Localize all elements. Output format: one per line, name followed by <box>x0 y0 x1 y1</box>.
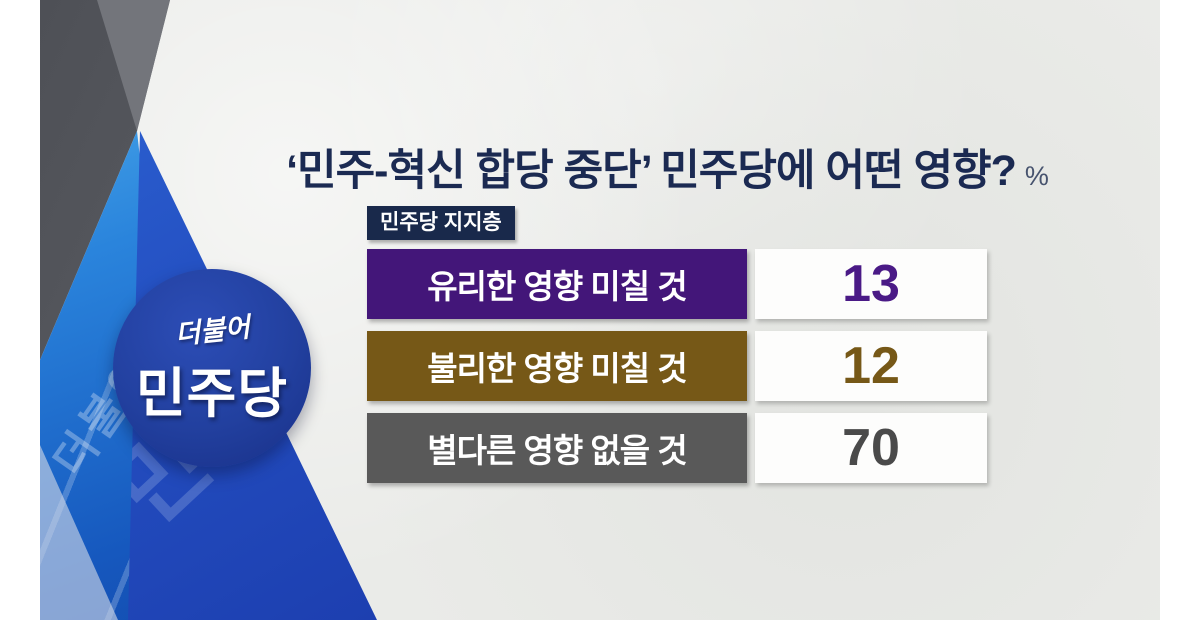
row-category: 불리한 영향 미칠 것 <box>367 331 747 401</box>
table-row: 불리한 영향 미칠 것 12 <box>367 331 987 401</box>
table-row: 별다른 영향 없을 것 70 <box>367 413 987 483</box>
row-value: 13 <box>755 249 987 319</box>
subgroup-chip: 민주당 지지층 <box>367 206 515 240</box>
page-title: ‘민주-혁신 합당 중단’ 민주당에 어떤 영향?% <box>215 136 1120 198</box>
row-category: 유리한 영향 미칠 것 <box>367 249 747 319</box>
result-table: 유리한 영향 미칠 것 13 불리한 영향 미칠 것 12 별다른 영향 없을 … <box>367 249 987 495</box>
row-value: 70 <box>755 413 987 483</box>
unit-label: % <box>1024 161 1049 191</box>
table-row: 유리한 영향 미칠 것 13 <box>367 249 987 319</box>
row-value: 12 <box>755 331 987 401</box>
row-category: 별다른 영향 없을 것 <box>367 413 747 483</box>
title-text: ‘민주-혁신 합당 중단’ 민주당에 어떤 영향? <box>286 147 1017 195</box>
